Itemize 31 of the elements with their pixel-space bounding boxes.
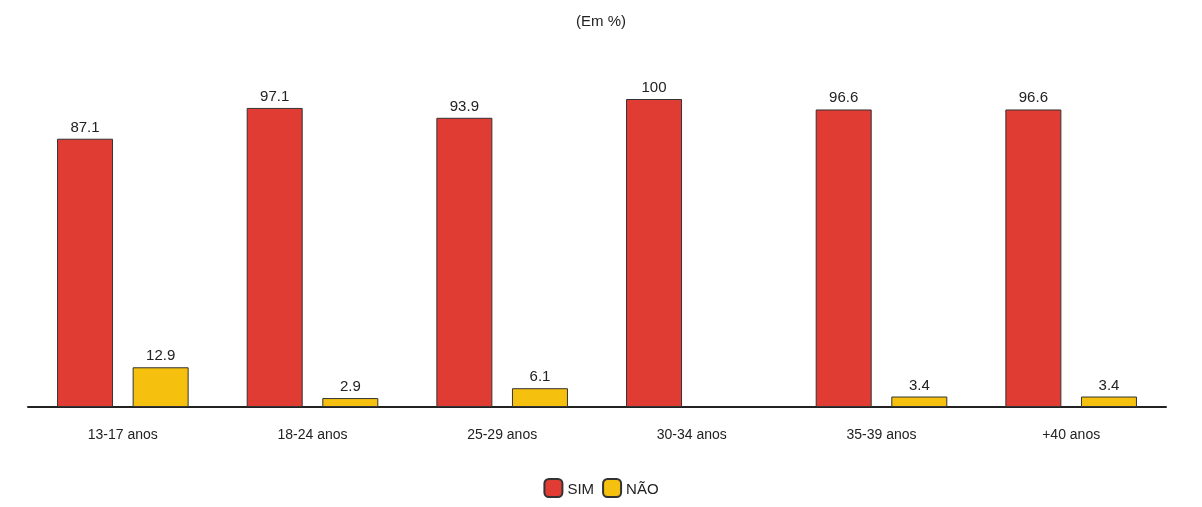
data-label: 6.1 bbox=[529, 367, 551, 385]
data-label: 97.1 bbox=[260, 86, 290, 104]
data-label: 3.4 bbox=[1098, 375, 1120, 393]
bar bbox=[511, 388, 568, 407]
bar bbox=[246, 107, 303, 407]
data-label: 87.1 bbox=[70, 117, 100, 135]
data-label: 93.9 bbox=[449, 96, 479, 114]
data-label: 2.9 bbox=[339, 377, 361, 395]
x-tick-label: 30-34 anos bbox=[656, 426, 727, 442]
bar bbox=[322, 398, 379, 407]
x-tick-label: +40 anos bbox=[1042, 426, 1101, 442]
x-tick-label: 18-24 anos bbox=[277, 426, 348, 442]
data-label: 12.9 bbox=[146, 346, 176, 364]
bar bbox=[132, 367, 189, 407]
bar bbox=[57, 138, 114, 407]
bar bbox=[626, 99, 683, 407]
data-label: 96.6 bbox=[1018, 88, 1048, 106]
bar bbox=[436, 117, 493, 407]
data-label: 96.6 bbox=[829, 88, 859, 106]
chart-title: (Em %) bbox=[576, 12, 626, 29]
x-tick-label: 35-39 anos bbox=[846, 426, 917, 442]
bar bbox=[815, 109, 872, 407]
bar bbox=[1080, 396, 1137, 407]
data-label: 3.4 bbox=[908, 375, 930, 393]
bar bbox=[1005, 109, 1062, 407]
legend-label: SIM bbox=[567, 479, 595, 497]
x-tick-label: 25-29 anos bbox=[467, 426, 538, 442]
x-tick-label: 13-17 anos bbox=[87, 426, 158, 442]
data-label: 100 bbox=[641, 78, 667, 95]
bar bbox=[891, 396, 948, 407]
legend-label: NÃO bbox=[626, 479, 659, 497]
